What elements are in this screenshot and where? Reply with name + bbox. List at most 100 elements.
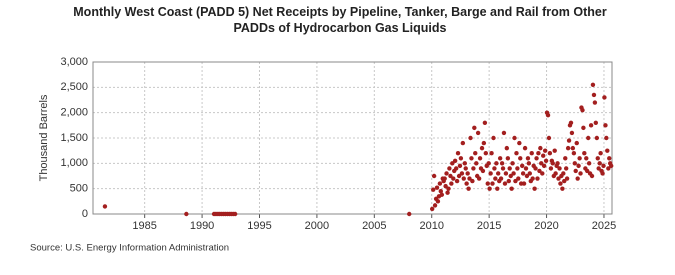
data-point	[563, 166, 569, 171]
data-point	[593, 120, 599, 126]
data-point	[582, 151, 587, 156]
data-point	[548, 166, 554, 171]
data-point	[102, 204, 108, 209]
data-point	[482, 120, 488, 126]
data-point	[563, 156, 568, 161]
data-point	[512, 135, 517, 141]
data-point	[500, 166, 506, 171]
data-point	[505, 156, 511, 161]
data-point	[499, 161, 505, 166]
data-point	[473, 151, 478, 156]
data-point	[434, 185, 440, 190]
x-tick-label: 2005	[362, 220, 386, 232]
x-tick-label: 1985	[132, 220, 156, 232]
data-point	[495, 186, 500, 191]
data-point	[494, 161, 499, 166]
y-tick-label: 2,000	[60, 107, 88, 119]
data-point	[604, 135, 609, 141]
data-point	[577, 156, 582, 161]
y-tick-label: 1,500	[60, 132, 88, 144]
data-point	[476, 176, 482, 181]
data-point	[464, 181, 469, 186]
data-point	[584, 156, 589, 161]
chart-title: Monthly West Coast (PADD 5) Net Receipts…	[73, 5, 607, 35]
data-point	[462, 161, 467, 166]
data-point	[601, 163, 606, 169]
data-point	[508, 173, 513, 179]
data-point	[540, 171, 545, 176]
data-point	[432, 203, 438, 208]
data-point	[552, 148, 557, 153]
data-point	[472, 125, 477, 131]
data-point	[558, 181, 563, 186]
data-point	[542, 148, 548, 153]
y-tick-label: 3,000	[60, 56, 88, 68]
data-point	[502, 181, 508, 186]
data-point	[465, 171, 470, 176]
data-point	[492, 166, 497, 171]
data-point	[595, 156, 600, 161]
data-point	[469, 156, 474, 161]
data-point	[438, 189, 443, 194]
data-point	[466, 186, 471, 191]
y-tick-label: 1,000	[60, 157, 88, 169]
data-point	[586, 161, 592, 166]
data-point	[565, 145, 571, 151]
source-note: Source: U.S. Energy Information Administ…	[30, 243, 229, 254]
data-point	[453, 166, 459, 171]
y-axis-label: Thousand Barrels	[38, 94, 50, 181]
data-point	[493, 176, 498, 181]
data-point	[431, 187, 436, 192]
data-point	[454, 178, 460, 184]
data-point	[584, 168, 590, 174]
data-point	[510, 161, 515, 166]
data-point	[455, 151, 461, 156]
data-point	[461, 176, 466, 181]
data-point	[534, 156, 539, 161]
data-point	[603, 123, 608, 128]
data-point	[525, 156, 531, 161]
data-point	[597, 161, 602, 166]
y-tick-label: 500	[70, 183, 88, 195]
data-point	[463, 166, 468, 171]
data-point	[513, 178, 518, 184]
data-point	[429, 206, 435, 212]
y-tick-label: 0	[82, 208, 88, 220]
data-point	[451, 176, 456, 181]
data-point	[520, 163, 525, 169]
data-point	[564, 176, 570, 181]
data-point	[491, 135, 496, 141]
data-point	[541, 163, 547, 169]
data-point	[511, 171, 516, 176]
data-point	[496, 171, 501, 176]
data-point	[606, 166, 611, 171]
data-point	[442, 176, 447, 181]
data-point	[518, 156, 523, 161]
data-point	[560, 186, 565, 191]
data-point	[530, 176, 535, 181]
data-point	[571, 151, 577, 156]
data-point	[591, 92, 597, 98]
data-point	[556, 176, 561, 181]
data-point	[471, 166, 476, 171]
data-point	[608, 163, 614, 169]
data-point	[539, 161, 544, 166]
plot-frame	[92, 61, 613, 215]
data-point	[444, 171, 449, 176]
data-point	[529, 151, 534, 156]
data-point	[598, 151, 603, 156]
data-point	[535, 176, 540, 181]
data-point	[468, 135, 473, 141]
data-point	[503, 171, 509, 176]
data-point	[487, 186, 492, 191]
x-tick-label: 2015	[477, 220, 501, 232]
data-point	[594, 135, 600, 141]
data-point	[452, 158, 458, 163]
data-point	[524, 173, 530, 179]
data-point	[489, 151, 494, 156]
data-point	[605, 148, 610, 153]
data-point	[481, 140, 487, 146]
data-point	[555, 161, 560, 166]
data-point	[569, 130, 575, 136]
data-point	[448, 173, 453, 179]
